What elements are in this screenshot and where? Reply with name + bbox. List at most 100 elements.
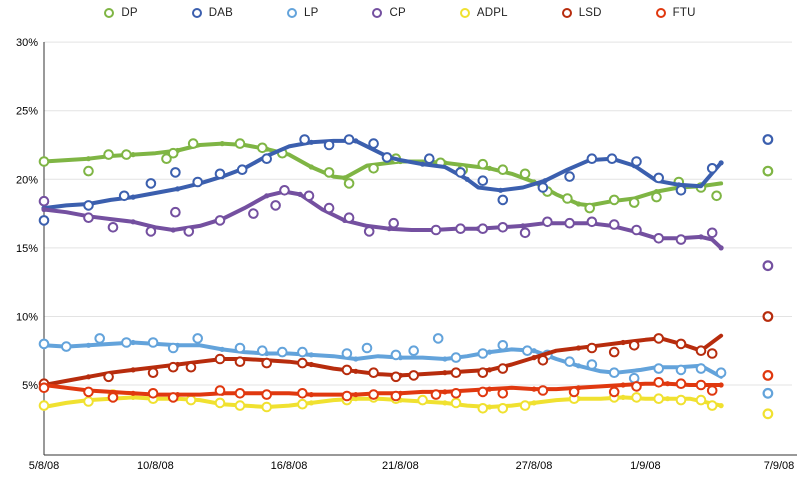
trend-node-DAB [353, 138, 359, 144]
poll-point-ADPL [675, 394, 687, 406]
trend-line-ADPL [42, 395, 724, 409]
trend-node-LP [486, 349, 493, 355]
trend-node-DP [130, 152, 136, 158]
poll-point-DAB [343, 134, 355, 145]
trend-node-CP [520, 223, 526, 229]
trend-node-ADPL [620, 394, 626, 400]
poll-point-ADPL [497, 403, 509, 414]
poll-point-LSD [695, 345, 707, 357]
poll-point-LP [432, 333, 444, 344]
poll-point-CP [631, 224, 642, 236]
poll-point-CP [38, 195, 50, 207]
poll-point-DAB [537, 182, 549, 193]
legend-marker-icon-CP [372, 8, 383, 18]
poll-point-FTU [450, 388, 462, 399]
poll-point-DP [519, 168, 531, 180]
trend-node-CP [41, 206, 47, 213]
poll-point-LP [297, 346, 308, 358]
poll-point-ADPL [234, 400, 246, 411]
trend-node-FTU [620, 382, 626, 388]
poll-point-ADPL [83, 396, 94, 407]
poll-point-LP [564, 356, 575, 368]
poll-point-DAB [299, 134, 310, 145]
poll-point-ADPL [450, 397, 462, 409]
poll-point-DAB [564, 171, 575, 182]
poll-point-LP [192, 333, 203, 344]
poll-point-CP [519, 227, 531, 239]
poll-point-LSD [297, 357, 308, 369]
poll-point-DAB [631, 156, 642, 167]
poll-point-ADPL [297, 398, 308, 410]
poll-point-ADPL [477, 403, 489, 414]
y-axis-label-5: 5% [22, 380, 38, 392]
poll-point-DAB [145, 178, 157, 189]
trend-node-DP [308, 164, 314, 170]
poll-point-LP [522, 345, 533, 357]
poll-point-LP [653, 363, 665, 374]
trend-node-LSD [531, 355, 537, 361]
poll-point-CP [248, 208, 259, 219]
poll-point-LP [450, 352, 462, 363]
poll-point-LP [497, 340, 509, 351]
poll-point-CP [107, 222, 119, 233]
poll-point-FTU [261, 389, 273, 400]
trend-node-FTU [353, 392, 359, 398]
legend-item-ADPL[interactable]: ADPL [459, 7, 508, 19]
poll-point-CP [477, 223, 489, 234]
legend-item-LP[interactable]: LP [286, 7, 319, 19]
poll-point-CP [542, 216, 553, 228]
poll-point-DP [323, 167, 335, 178]
poll-point-LP [715, 367, 727, 379]
poll-point-LP [234, 342, 246, 354]
poll-point-CP [497, 222, 509, 233]
legend-item-LSD[interactable]: LSD [561, 7, 602, 19]
poll-point-ADPL [631, 392, 642, 403]
poll-point-DAB [261, 153, 273, 164]
trend-node-ADPL [353, 396, 359, 402]
legend-label-LP: LP [303, 7, 319, 19]
poll-point-CP [675, 234, 687, 245]
poll-point-DAB [170, 167, 181, 178]
trend-node-FTU [130, 390, 136, 396]
legend-marker-icon-ADPL [459, 8, 470, 18]
legend-item-DAB[interactable]: DAB [191, 7, 233, 19]
poll-point-DP [711, 190, 722, 202]
poll-point-ADPL [214, 397, 226, 409]
poll-point-FTU [568, 386, 580, 398]
poll-point-DP [628, 197, 640, 208]
poll-point-DAB [586, 153, 598, 164]
poll-point-LP [361, 342, 373, 354]
poll-point-DAB [236, 164, 248, 175]
trend-node-LSD [442, 370, 448, 376]
poll-point-ADPL [706, 400, 718, 411]
poll-point-FTU [368, 389, 379, 400]
poll-point-LP [477, 348, 489, 359]
legend-marker-icon-LSD [561, 8, 572, 18]
legend-item-CP[interactable]: CP [372, 7, 406, 19]
legend-label-DAB: DAB [208, 7, 233, 19]
trend-node-CP [698, 234, 704, 240]
poll-point-LSD [103, 371, 114, 383]
election-result-point-CP [762, 260, 774, 272]
trend-node-DP [575, 201, 582, 207]
trend-node-ADPL [665, 396, 671, 402]
legend-marker-icon-DAB [191, 8, 202, 18]
poll-point-FTU [234, 388, 246, 399]
legend-label-DP: DP [121, 7, 138, 19]
trend-node-LSD [130, 367, 136, 373]
poll-point-DAB [192, 176, 203, 188]
y-axis-label-10: 10% [16, 311, 38, 323]
poll-point-LP [695, 363, 707, 374]
poll-point-ADPL [653, 393, 665, 405]
trend-node-LSD [308, 361, 314, 368]
trend-node-LP [353, 356, 359, 362]
poll-point-FTU [497, 388, 509, 399]
trend-node-ADPL [308, 400, 314, 406]
poll-point-FTU [477, 386, 489, 398]
poll-point-CP [323, 202, 335, 214]
poll-point-DAB [323, 139, 335, 151]
legend-item-FTU[interactable]: FTU [655, 7, 696, 19]
trend-node-FTU [442, 389, 448, 395]
legend-item-DP[interactable]: DP [104, 7, 138, 19]
trend-node-ADPL [718, 403, 724, 409]
